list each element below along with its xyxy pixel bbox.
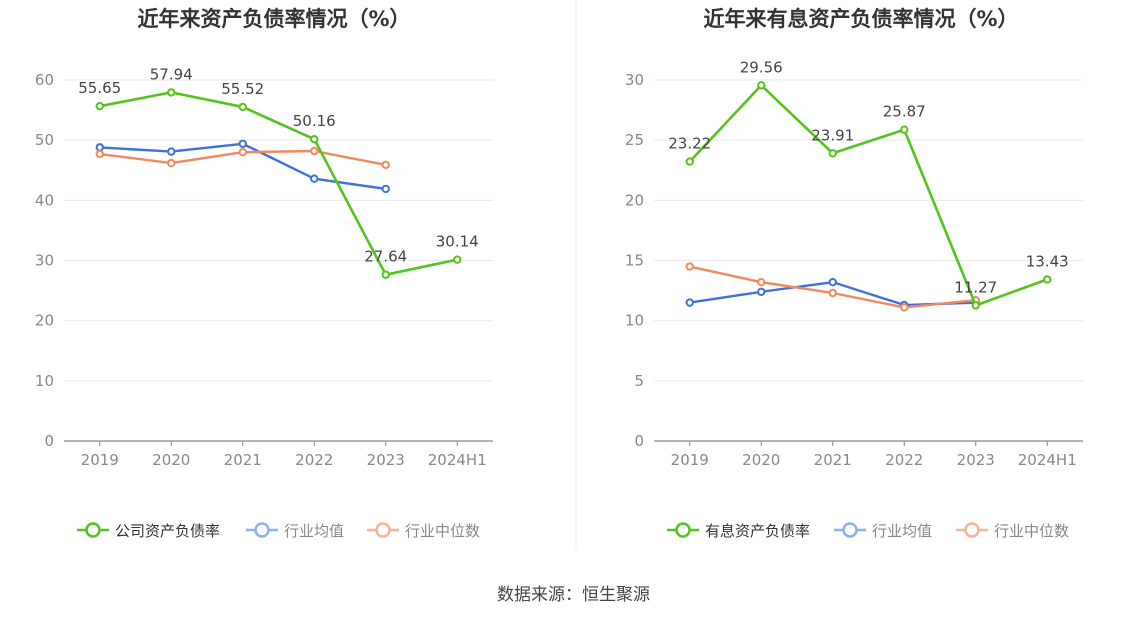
data-point bbox=[167, 158, 176, 168]
data-point bbox=[167, 147, 176, 156]
data-point bbox=[900, 125, 909, 134]
legend-label: 行业中位数 bbox=[994, 522, 1069, 540]
y-tick-label: 60 bbox=[35, 71, 54, 89]
y-tick-label: 50 bbox=[35, 131, 54, 149]
legend-label: 行业均值 bbox=[284, 522, 344, 540]
x-tick-label: 2024H1 bbox=[1018, 451, 1077, 469]
chart-title: 近年来资产负债率情况（%） bbox=[137, 7, 410, 31]
x-tick-label: 2021 bbox=[814, 451, 852, 469]
series-line-2 bbox=[689, 265, 976, 309]
x-tick-label: 2023 bbox=[367, 451, 405, 469]
y-tick-label: 30 bbox=[35, 252, 54, 270]
data-label: 27.64 bbox=[364, 248, 407, 266]
x-tick-label: 2020 bbox=[742, 451, 780, 469]
x-tick-label: 2019 bbox=[671, 451, 709, 469]
data-label: 23.22 bbox=[668, 135, 711, 153]
legend-label: 有息资产负债率 bbox=[705, 522, 810, 540]
x-tick-label: 2019 bbox=[81, 451, 119, 469]
legend-swatch-marker bbox=[964, 522, 980, 538]
data-point bbox=[757, 287, 766, 296]
data-point bbox=[381, 160, 390, 170]
x-tick-label: 2022 bbox=[885, 451, 923, 469]
data-point bbox=[828, 277, 837, 287]
y-tick-label: 40 bbox=[35, 191, 54, 209]
legend-swatch-marker bbox=[254, 522, 270, 538]
y-tick-label: 0 bbox=[634, 432, 644, 450]
data-point bbox=[685, 157, 694, 166]
data-point bbox=[238, 102, 247, 112]
data-label: 25.87 bbox=[883, 103, 926, 121]
legend-swatch-marker bbox=[675, 522, 691, 538]
legend-label: 行业均值 bbox=[872, 522, 932, 540]
y-tick-label: 20 bbox=[625, 191, 644, 209]
data-label: 55.65 bbox=[78, 79, 121, 97]
data-point bbox=[238, 148, 247, 157]
data-point bbox=[310, 146, 319, 156]
y-tick-label: 0 bbox=[44, 432, 54, 450]
y-tick-label: 25 bbox=[625, 131, 644, 149]
data-point bbox=[167, 88, 176, 97]
data-point bbox=[757, 277, 766, 287]
debt-ratio-chart: 近年来资产负债率情况（%） 0 10 20 30 40 50 60 2019 2020 2021 20… bbox=[35, 7, 493, 540]
y-tick-label: 5 bbox=[634, 372, 644, 390]
legend-label: 公司资产负债率 bbox=[115, 522, 220, 540]
legend-swatch-marker bbox=[375, 522, 391, 538]
data-label: 29.56 bbox=[740, 58, 783, 76]
data-point bbox=[453, 255, 462, 264]
source-note: 数据来源：恒生聚源 bbox=[497, 585, 650, 605]
y-tick-label: 10 bbox=[35, 372, 54, 390]
data-label: 23.91 bbox=[811, 126, 854, 144]
data-point bbox=[310, 174, 319, 183]
legend-swatch-marker bbox=[85, 522, 101, 538]
series-line-0 bbox=[99, 91, 458, 276]
data-label: 30.14 bbox=[436, 233, 479, 251]
data-point bbox=[971, 301, 980, 310]
data-label: 57.94 bbox=[150, 65, 193, 83]
x-tick-label: 2022 bbox=[295, 451, 333, 469]
y-tick-label: 30 bbox=[625, 71, 644, 89]
y-tick-label: 15 bbox=[625, 252, 644, 270]
data-point bbox=[381, 270, 390, 279]
data-point bbox=[900, 303, 909, 312]
interest-debt-ratio-chart: 近年来有息资产负债率情况（%） 0 5 10 15 20 25 30 2019 2020 2021 2… bbox=[625, 7, 1083, 540]
chart-title: 近年来有息资产负债率情况（%） bbox=[703, 7, 1018, 31]
data-point bbox=[95, 143, 104, 152]
y-tick-label: 20 bbox=[35, 312, 54, 330]
data-label: 55.52 bbox=[221, 80, 264, 98]
data-point bbox=[757, 81, 766, 90]
x-tick-label: 2021 bbox=[224, 451, 262, 469]
data-point bbox=[95, 149, 104, 159]
data-point bbox=[381, 184, 390, 194]
data-point bbox=[828, 149, 837, 158]
data-point bbox=[685, 298, 694, 307]
data-point bbox=[238, 139, 247, 148]
data-label: 13.43 bbox=[1026, 252, 1069, 270]
y-tick-label: 10 bbox=[625, 312, 644, 330]
x-tick-label: 2020 bbox=[152, 451, 190, 469]
data-point bbox=[1043, 275, 1052, 284]
series-line-0 bbox=[688, 83, 1048, 307]
data-label: 50.16 bbox=[293, 112, 336, 130]
data-label: 11.27 bbox=[954, 278, 997, 296]
data-point bbox=[685, 262, 694, 271]
legend-label: 行业中位数 bbox=[405, 522, 480, 540]
x-tick-label: 2024H1 bbox=[428, 451, 487, 469]
legend-swatch-marker bbox=[842, 522, 858, 538]
data-point bbox=[95, 101, 104, 111]
data-point bbox=[310, 135, 319, 144]
x-tick-label: 2023 bbox=[957, 451, 995, 469]
data-point bbox=[828, 288, 837, 298]
